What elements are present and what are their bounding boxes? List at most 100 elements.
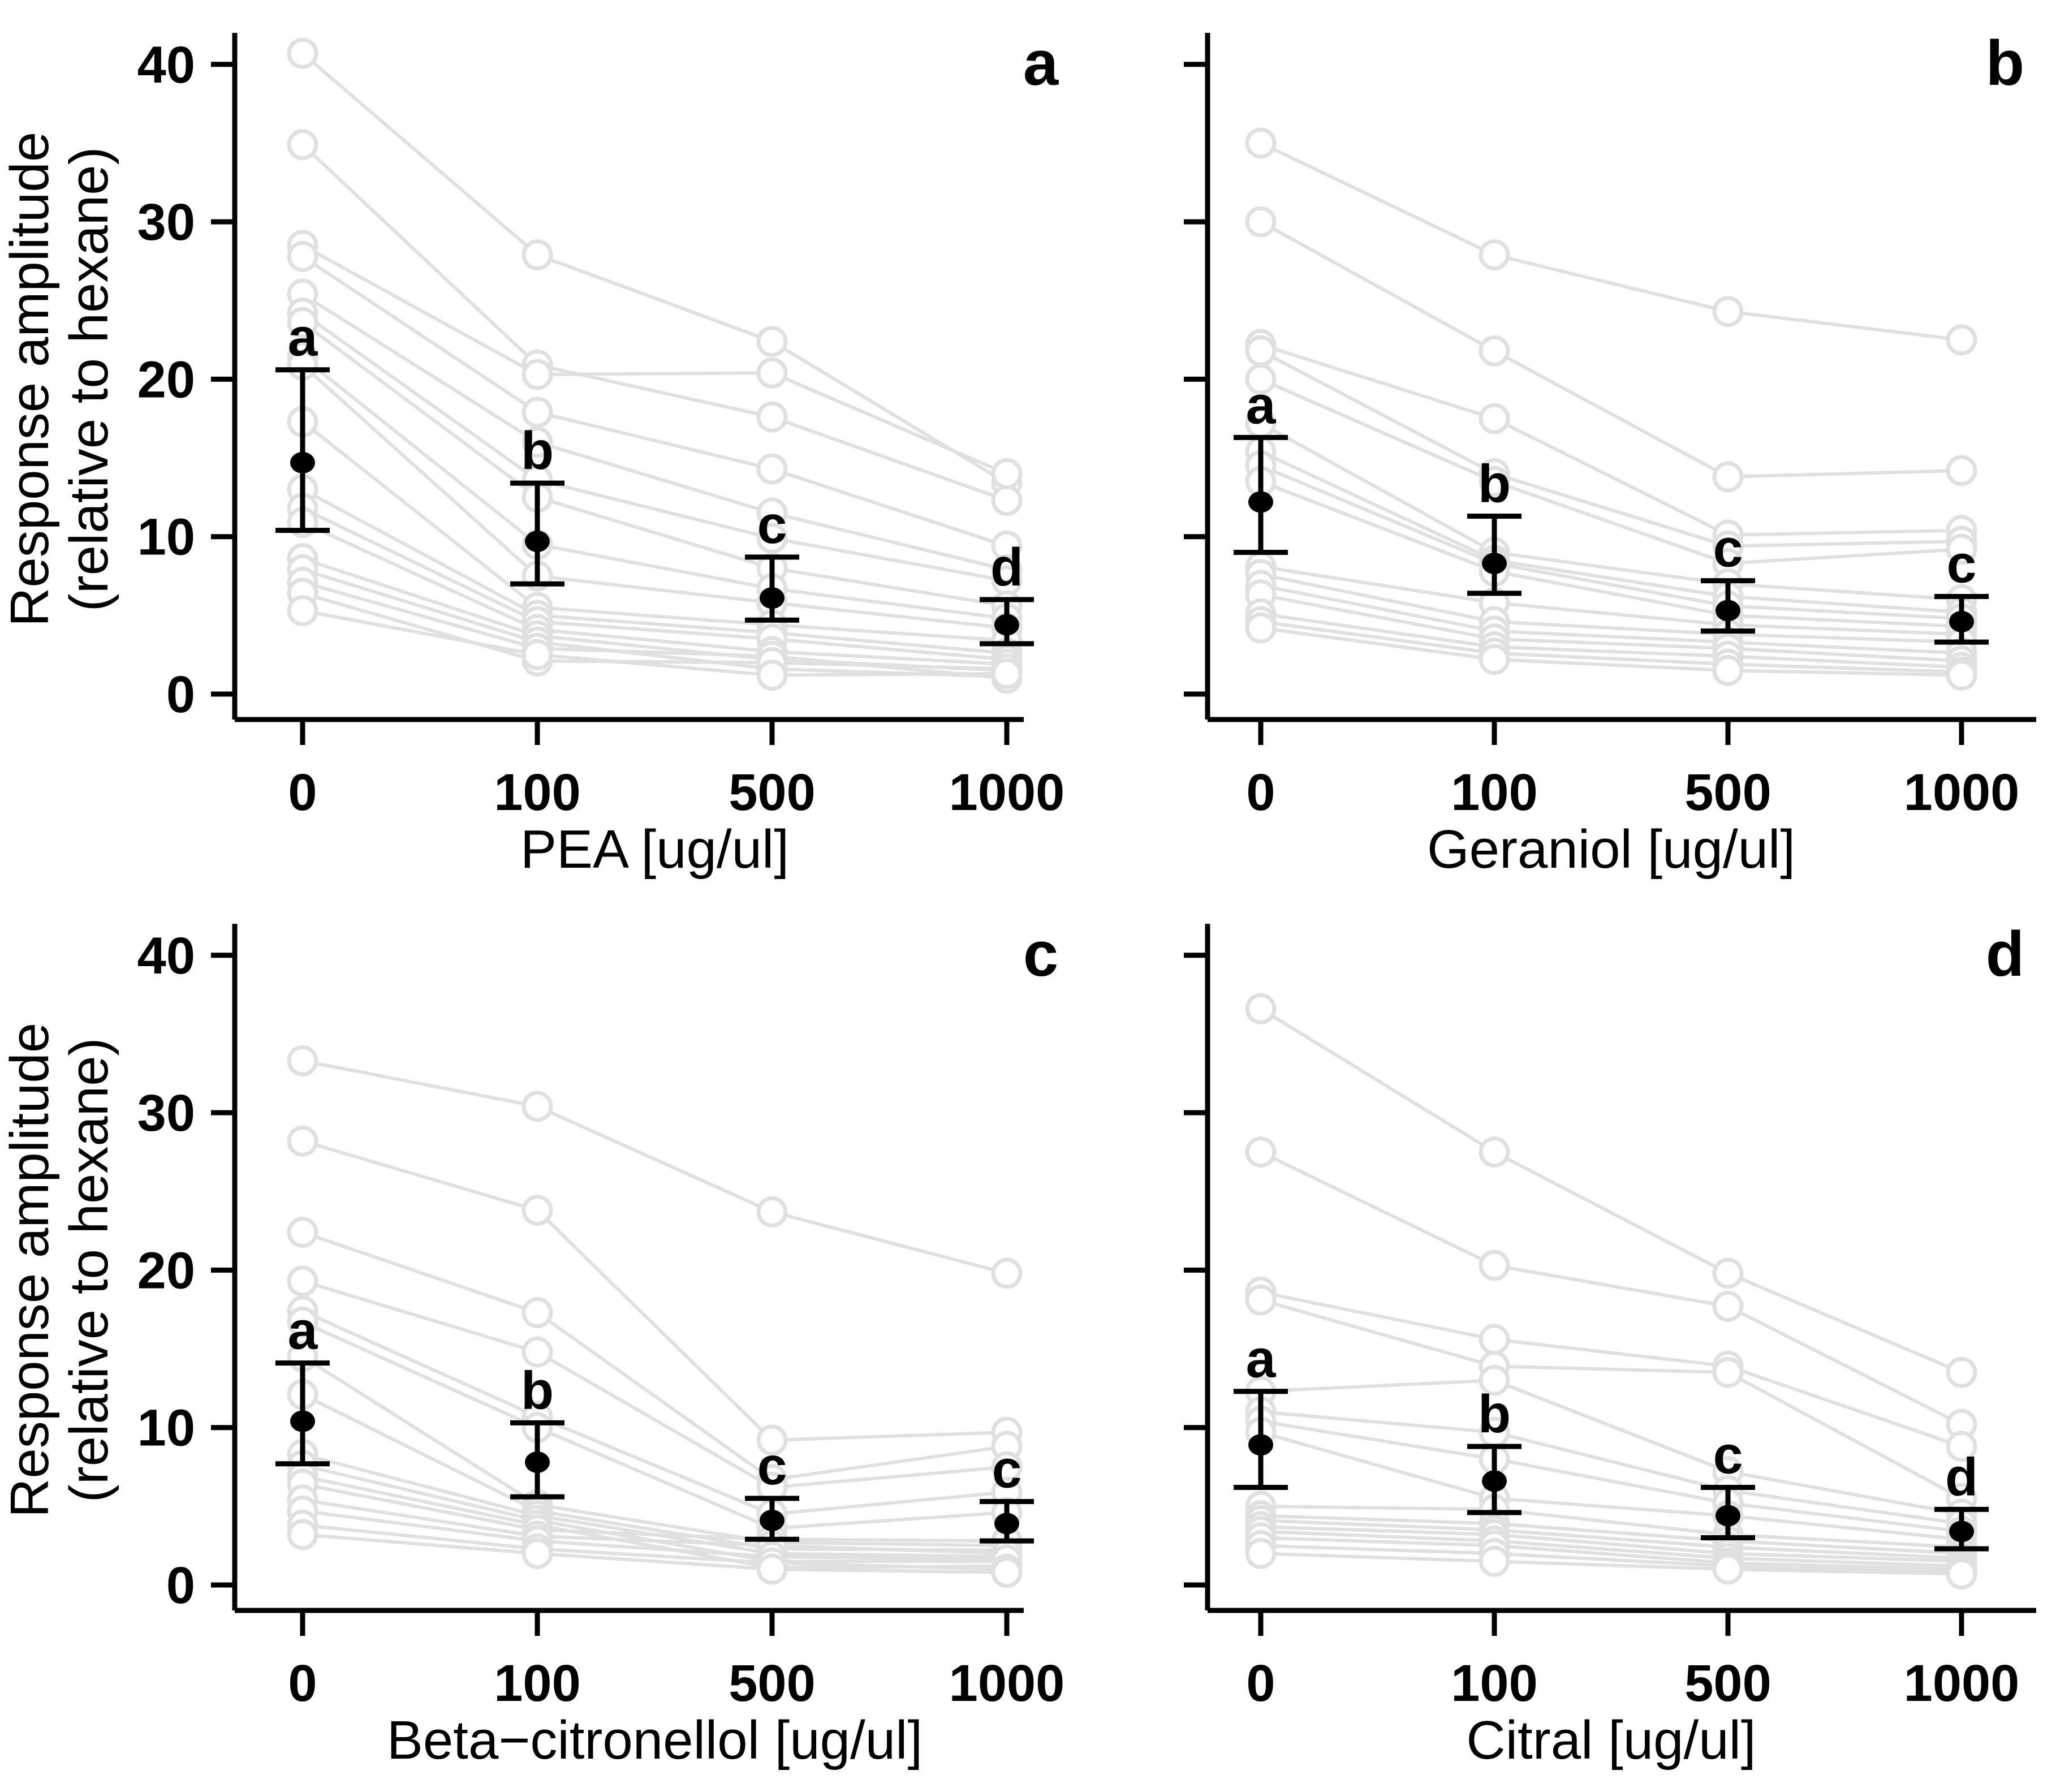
individual-line (302, 1498, 1007, 1556)
individual-line (1260, 1290, 1962, 1448)
individual-line (1260, 1431, 1962, 1541)
mean-point (1482, 553, 1507, 575)
data-point-circle (1479, 1250, 1510, 1281)
data-point-circle (756, 1196, 788, 1227)
individual-line (301, 255, 1007, 548)
x-tick-label: 100 (1451, 764, 1538, 821)
panel-label: b (1986, 28, 2024, 98)
data-point-circle (756, 1424, 788, 1456)
x-axis-title: PEA [ug/ul] (520, 819, 789, 880)
mean-point (1248, 1434, 1273, 1456)
significance-letter: c (992, 1440, 1022, 1500)
y-axis-title-line2: (relative to hexane) (59, 147, 119, 612)
data-point-circle (521, 359, 553, 390)
mean-point (1949, 610, 1974, 632)
individual-line (1260, 141, 1962, 342)
data-point-circle (756, 401, 788, 433)
data-point-circle (287, 595, 318, 627)
individual-line (301, 292, 1007, 572)
data-point-circle (521, 1537, 553, 1569)
data-point-circle (991, 485, 1023, 516)
data-point-circle (287, 1045, 318, 1076)
data-point-circle (1479, 1545, 1510, 1577)
data-point-circle (1479, 1364, 1510, 1396)
data-point-circle (521, 1091, 553, 1122)
mean-point (1248, 491, 1273, 513)
mean-point (994, 614, 1019, 636)
data-point-circle (1479, 1324, 1510, 1355)
individual-line (1260, 343, 1962, 537)
data-point-circle (991, 658, 1023, 690)
individual-line (301, 488, 1007, 655)
panel-b: a b c c 0 100 500 1000 Geraniol [ug/ul] b (1184, 28, 2036, 880)
individual-line (301, 506, 1007, 661)
individual-line (1260, 1419, 1962, 1533)
data-point-circle (521, 427, 553, 458)
significance-letter: c (1713, 519, 1743, 579)
data-point-circle (756, 1553, 788, 1585)
mean-point (760, 1509, 785, 1531)
data-point-circle (1245, 993, 1277, 1024)
individual-line (1260, 377, 1962, 566)
individual-line (301, 321, 1007, 608)
y-axis-title-line1: Response amplitude (0, 1023, 60, 1518)
individual-line (301, 1355, 1007, 1548)
x-axis-title: Beta−citronellol [ug/ul] (387, 1710, 923, 1771)
individual-line (1260, 612, 1962, 669)
individual-line (301, 420, 1007, 643)
significance-letter: a (288, 1301, 318, 1361)
y-tick-label: 20 (137, 351, 195, 408)
significance-letter: a (1246, 1329, 1277, 1389)
panel-label: c (1023, 919, 1058, 989)
individual-line (1260, 1514, 1962, 1556)
data-point-circle (1479, 644, 1510, 675)
individual-line (1260, 572, 1962, 644)
data-point-circle (521, 239, 553, 271)
significance-letter: c (757, 495, 787, 555)
data-point-circle (287, 1217, 318, 1248)
individual-line (1260, 349, 1962, 548)
x-tick-label: 500 (729, 1655, 816, 1712)
individual-line (301, 520, 1007, 666)
mean-point (1949, 1520, 1974, 1543)
data-point-circle (1245, 335, 1277, 367)
individual-line (301, 356, 1007, 621)
panel-a: a b c d 0 10 20 30 40 0 100 500 1000 PEA [ug/ul] a Resp… (0, 28, 1064, 880)
mean-point (760, 587, 785, 609)
y-tick-label: 40 (137, 927, 195, 985)
data-point-circle (1479, 403, 1510, 434)
y-tick-label: 10 (137, 509, 195, 566)
significance-letter: b (521, 421, 554, 481)
data-point-circle (1479, 466, 1510, 497)
individual-line (301, 1309, 1007, 1516)
individual-line (1260, 1552, 1962, 1576)
x-tick-label: 500 (1684, 1655, 1771, 1712)
data-point-circle (1946, 1356, 1977, 1388)
data-point-circle (287, 1265, 318, 1297)
significance-letter: c (1713, 1425, 1743, 1485)
x-tick-label: 0 (288, 764, 317, 821)
data-point-circle (287, 1125, 318, 1157)
panel-label: a (1023, 28, 1059, 98)
data-point-circle (287, 240, 318, 272)
y-tick-label: 0 (166, 1557, 195, 1614)
individual-line (1260, 1150, 1963, 1426)
data-point-circle (1245, 127, 1277, 159)
individual-line (1260, 220, 1962, 479)
data-point-circle (1712, 1356, 1744, 1388)
individual-line (1260, 626, 1962, 677)
data-point-circle (1245, 1136, 1277, 1168)
y-tick-label: 0 (166, 666, 195, 723)
data-point-circle (756, 522, 788, 554)
y-tick-label: 30 (137, 1084, 195, 1142)
data-point-circle (1712, 461, 1744, 493)
data-point-circle (1245, 612, 1277, 644)
data-point-circle (1479, 239, 1510, 271)
significance-letter: d (1945, 1447, 1978, 1507)
data-point-circle (1245, 1284, 1277, 1316)
data-point-circle (521, 1297, 553, 1329)
data-point-circle (1245, 363, 1277, 395)
panel-c: a b c c 0 10 20 30 40 0 100 500 1000 Beta−citronellol… (0, 919, 1064, 1771)
x-tick-label: 500 (1684, 764, 1771, 821)
x-tick-label: 1000 (1904, 764, 2020, 821)
